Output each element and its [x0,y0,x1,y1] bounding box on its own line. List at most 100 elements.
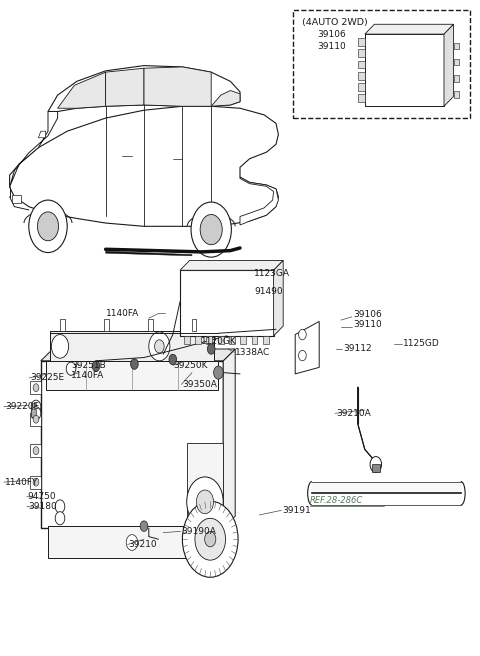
Bar [30,444,41,457]
Circle shape [204,531,216,547]
Text: 1140FA: 1140FA [71,371,104,380]
Circle shape [214,366,223,379]
Bar [30,413,41,426]
Bar [192,319,196,331]
Circle shape [299,329,306,340]
Bar [229,336,235,344]
Bar [252,336,257,344]
Circle shape [182,501,238,577]
Circle shape [149,332,170,361]
Bar [240,336,246,344]
Text: 39210: 39210 [129,540,157,549]
Circle shape [187,477,223,527]
Bar [184,336,190,344]
Bar [206,336,212,344]
Circle shape [31,407,41,420]
Text: 39350A: 39350A [182,380,217,389]
Circle shape [92,361,100,371]
Circle shape [200,215,222,245]
Polygon shape [58,72,106,108]
Bar [46,361,218,390]
Text: 39110: 39110 [317,42,346,51]
Text: 39220E: 39220E [5,402,39,411]
Text: 1140FA: 1140FA [106,309,139,318]
Text: 1140FY: 1140FY [5,478,38,487]
Circle shape [55,500,65,513]
Bar [195,336,201,344]
Circle shape [31,400,41,413]
Polygon shape [240,177,278,225]
Bar [41,361,223,528]
Polygon shape [48,66,240,112]
Polygon shape [106,68,144,106]
Polygon shape [10,112,58,187]
Bar [454,43,459,49]
Text: 39250K: 39250K [174,361,208,370]
Bar [60,319,65,331]
Circle shape [140,521,148,531]
Bar [454,75,459,81]
Bar [30,476,41,489]
Text: 39180: 39180 [28,502,57,511]
Polygon shape [211,91,240,106]
Bar [358,49,365,57]
Circle shape [207,344,215,354]
Text: 39251B: 39251B [71,361,106,370]
Bar [293,10,470,118]
Bar [358,72,365,80]
Text: 39106: 39106 [317,30,346,39]
Polygon shape [180,260,283,270]
Bar [31,409,36,417]
Polygon shape [10,106,278,226]
Circle shape [126,535,138,550]
Text: 1120GK: 1120GK [201,337,236,346]
Circle shape [66,362,76,375]
Circle shape [299,350,306,361]
Bar [454,91,459,98]
Text: 39110: 39110 [353,320,382,329]
Bar [358,83,365,91]
Circle shape [33,478,39,486]
Text: 39112: 39112 [343,344,372,354]
Circle shape [370,457,382,472]
Circle shape [33,384,39,392]
Circle shape [155,340,164,353]
Circle shape [55,512,65,525]
Bar [148,319,153,331]
Polygon shape [106,251,192,256]
Text: 39190A: 39190A [181,527,216,536]
Bar [454,59,459,66]
Text: 1123GA: 1123GA [254,269,290,278]
Text: 94750: 94750 [28,492,57,501]
Bar [218,336,224,344]
Bar [358,60,365,68]
Bar [187,443,223,528]
Polygon shape [444,24,454,106]
Bar [358,38,365,46]
Polygon shape [144,67,211,106]
Bar [48,526,221,558]
Text: REF.28-286C: REF.28-286C [310,496,363,505]
Circle shape [29,200,67,253]
Bar [365,34,444,106]
Circle shape [195,518,226,560]
Text: (4AUTO 2WD): (4AUTO 2WD) [302,18,368,28]
Polygon shape [38,131,46,138]
Text: 39225E: 39225E [30,373,64,382]
Polygon shape [41,349,235,361]
Text: 1125GD: 1125GD [403,339,440,348]
Circle shape [191,202,231,257]
Circle shape [51,335,69,358]
Circle shape [169,354,177,365]
Bar [372,464,380,472]
Bar [30,381,41,394]
Bar [12,195,21,203]
Text: 1338AC: 1338AC [235,348,270,357]
Bar [31,403,36,411]
Bar [104,319,108,331]
Circle shape [37,212,59,241]
Polygon shape [274,260,283,336]
Polygon shape [295,321,319,374]
Circle shape [33,415,39,423]
Bar [180,270,274,336]
